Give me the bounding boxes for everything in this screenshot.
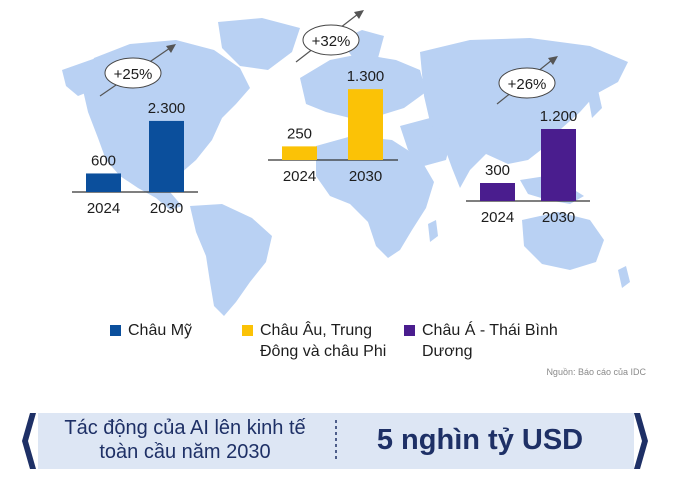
- bar-value-label: 1.300: [347, 68, 385, 85]
- legend-label-line2: Đông và châu Phi: [260, 343, 387, 360]
- legend-item-americas: Châu Mỹ: [110, 320, 230, 341]
- x-tick-label: 2030: [349, 168, 382, 185]
- bar-group-emea: 250 2024 1.300 2030: [268, 68, 398, 185]
- bar-2024: [86, 173, 121, 192]
- growth-annotation-americas: +25%: [99, 44, 176, 97]
- map-africa: [316, 136, 434, 258]
- bar-value-label: 300: [485, 162, 510, 179]
- growth-ellipse: [104, 57, 162, 89]
- growth-annotation-apac: +26%: [496, 56, 558, 105]
- banner-caption-line1: Tác động của AI lên kinh tế: [64, 417, 306, 439]
- bar-2030: [149, 120, 184, 192]
- growth-label: +32%: [312, 33, 351, 50]
- map-europe: [300, 54, 426, 118]
- legend-swatch: [110, 325, 121, 336]
- source-note: Nguồn: Báo cáo của IDC: [546, 367, 646, 377]
- legend-swatch: [242, 325, 253, 336]
- growth-ellipse: [302, 24, 360, 56]
- map-new-zealand: [618, 266, 630, 288]
- bar-value-label: 1.200: [540, 108, 578, 125]
- growth-arrowhead: [166, 44, 176, 53]
- banner-right-chevron: [634, 413, 648, 469]
- x-tick-label: 2024: [87, 200, 120, 217]
- banner-caption: Tác động của AI lên kinh tế toàn cầu năm…: [40, 416, 330, 464]
- map-south-america: [190, 204, 272, 316]
- legend-item-emea: Châu Âu, Trung Đông và châu Phi: [242, 320, 402, 362]
- x-tick-label: 2030: [150, 200, 183, 217]
- legend-swatch: [404, 325, 415, 336]
- bar-2030: [541, 129, 576, 201]
- map-madagascar: [428, 220, 438, 242]
- growth-arrowhead: [354, 10, 364, 19]
- map-alaska: [62, 58, 98, 96]
- bar-2024: [282, 146, 317, 160]
- banner-left-chevron: [22, 413, 36, 469]
- legend-label-line2: Dương: [422, 343, 473, 360]
- map-japan: [588, 90, 602, 118]
- bar-group-apac: 300 2024 1.200 2030: [466, 108, 590, 226]
- legend-label: Châu Mỹ: [128, 322, 193, 339]
- map-greenland: [218, 18, 300, 70]
- bar-2024: [480, 183, 515, 201]
- banner-value: 5 nghìn tỷ USD: [376, 424, 584, 456]
- growth-arrowhead: [548, 56, 558, 65]
- banner-caption-line2: toàn cầu năm 2030: [99, 441, 271, 463]
- x-tick-label: 2030: [542, 209, 575, 226]
- x-tick-label: 2024: [283, 168, 316, 185]
- summary-banner: [22, 413, 648, 469]
- map-australia: [522, 212, 604, 270]
- growth-annotation-emea: +32%: [295, 10, 364, 63]
- bar-value-label: 250: [287, 125, 312, 142]
- growth-label: +26%: [508, 76, 547, 93]
- bar-group-americas: 600 2024 2.300 2030: [72, 100, 198, 217]
- map-asia: [420, 38, 628, 188]
- x-tick-label: 2024: [481, 209, 514, 226]
- growth-label: +25%: [114, 66, 153, 83]
- bar-2030: [348, 89, 383, 160]
- bar-value-label: 2.300: [148, 100, 186, 117]
- bar-value-label: 600: [91, 152, 116, 169]
- growth-ellipse: [498, 67, 556, 99]
- legend-item-apac: Châu Á - Thái Bình Dương: [404, 320, 584, 362]
- legend-label-line1: Châu Á - Thái Bình: [422, 322, 558, 339]
- legend-label-line1: Châu Âu, Trung: [260, 322, 373, 339]
